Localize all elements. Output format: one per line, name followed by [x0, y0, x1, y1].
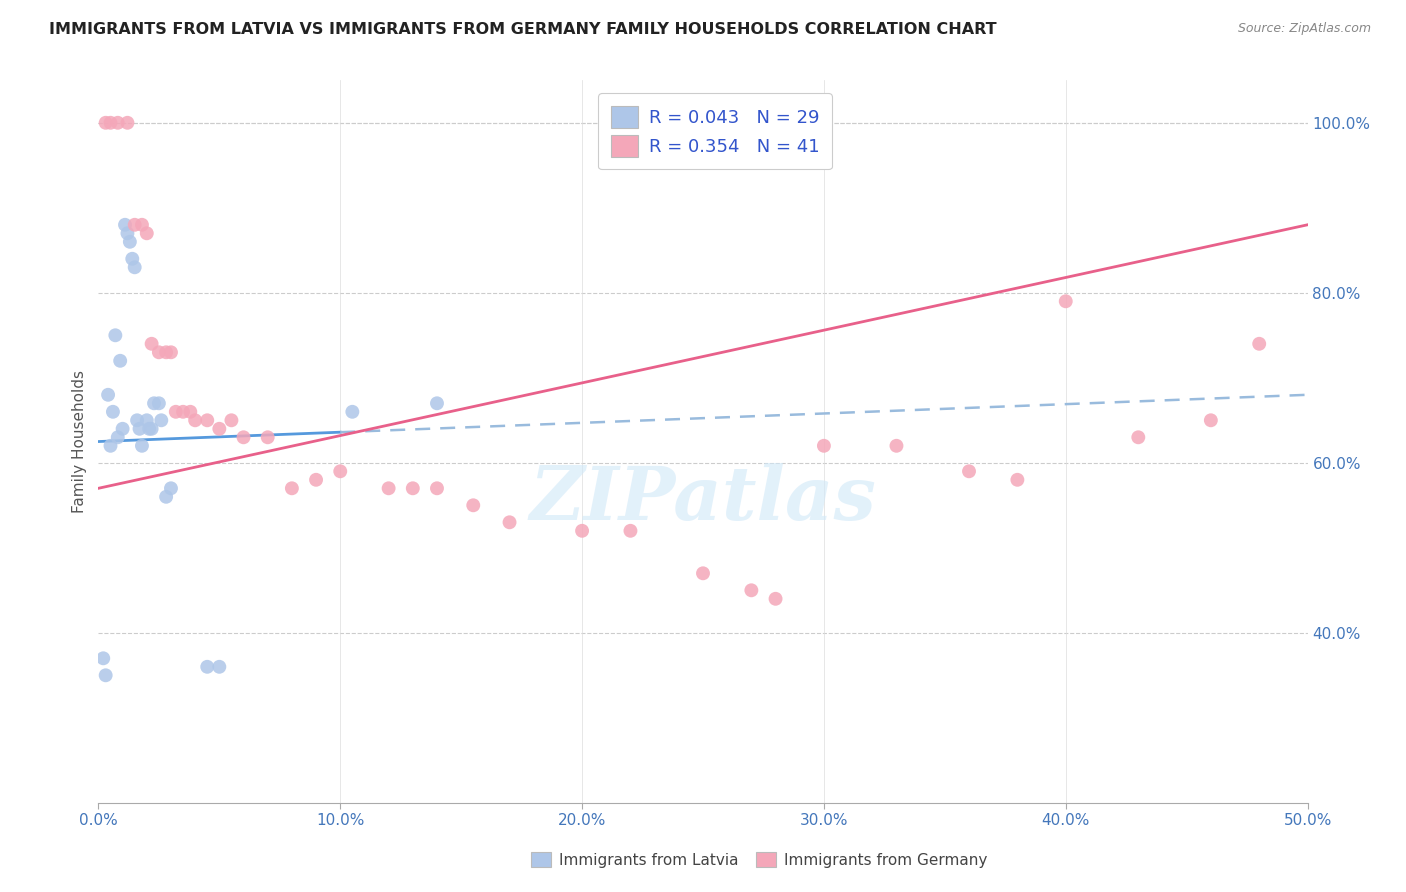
Point	[124, 260, 146, 275]
Point	[208, 660, 231, 674]
Point	[111, 422, 134, 436]
Point	[143, 396, 166, 410]
Point	[107, 116, 129, 130]
Point	[160, 345, 183, 359]
Point	[135, 413, 157, 427]
Point	[329, 464, 352, 478]
Point	[1128, 430, 1150, 444]
Point	[619, 524, 641, 538]
Point	[124, 218, 146, 232]
Y-axis label: Family Households: Family Households	[72, 370, 87, 513]
Point	[426, 396, 449, 410]
Legend: Immigrants from Latvia, Immigrants from Germany: Immigrants from Latvia, Immigrants from …	[524, 846, 994, 873]
Legend: R = 0.043   N = 29, R = 0.354   N = 41: R = 0.043 N = 29, R = 0.354 N = 41	[598, 93, 832, 169]
Text: ZIPatlas: ZIPatlas	[530, 463, 876, 535]
Point	[141, 336, 163, 351]
Point	[184, 413, 207, 427]
Point	[886, 439, 908, 453]
Point	[121, 252, 143, 266]
Point	[1054, 294, 1077, 309]
Point	[104, 328, 127, 343]
Point	[100, 116, 122, 130]
Point	[165, 405, 187, 419]
Point	[256, 430, 278, 444]
Point	[107, 430, 129, 444]
Point	[114, 218, 136, 232]
Point	[97, 388, 120, 402]
Point	[402, 481, 425, 495]
Point	[377, 481, 399, 495]
Point	[155, 345, 177, 359]
Point	[813, 439, 835, 453]
Point	[155, 490, 177, 504]
Point	[692, 566, 714, 581]
Point	[91, 651, 114, 665]
Point	[148, 345, 170, 359]
Text: IMMIGRANTS FROM LATVIA VS IMMIGRANTS FROM GERMANY FAMILY HOUSEHOLDS CORRELATION : IMMIGRANTS FROM LATVIA VS IMMIGRANTS FRO…	[49, 22, 997, 37]
Point	[172, 405, 194, 419]
Point	[571, 524, 593, 538]
Point	[94, 668, 117, 682]
Point	[160, 481, 183, 495]
Point	[463, 498, 485, 512]
Point	[138, 422, 160, 436]
Point	[342, 405, 364, 419]
Point	[740, 583, 762, 598]
Point	[150, 413, 173, 427]
Point	[426, 481, 449, 495]
Point	[305, 473, 328, 487]
Point	[281, 481, 304, 495]
Point	[208, 422, 231, 436]
Point	[221, 413, 243, 427]
Point	[128, 422, 150, 436]
Point	[127, 413, 149, 427]
Point	[1249, 336, 1271, 351]
Point	[195, 660, 218, 674]
Point	[179, 405, 201, 419]
Point	[117, 227, 139, 241]
Point	[195, 413, 218, 427]
Text: Source: ZipAtlas.com: Source: ZipAtlas.com	[1237, 22, 1371, 36]
Point	[118, 235, 141, 249]
Point	[141, 422, 163, 436]
Point	[148, 396, 170, 410]
Point	[957, 464, 980, 478]
Point	[131, 439, 153, 453]
Point	[1007, 473, 1029, 487]
Point	[94, 116, 117, 130]
Point	[135, 227, 157, 241]
Point	[232, 430, 254, 444]
Point	[1199, 413, 1222, 427]
Point	[131, 218, 153, 232]
Point	[765, 591, 787, 606]
Point	[108, 353, 131, 368]
Point	[101, 405, 124, 419]
Point	[117, 116, 139, 130]
Point	[100, 439, 122, 453]
Point	[498, 516, 520, 530]
